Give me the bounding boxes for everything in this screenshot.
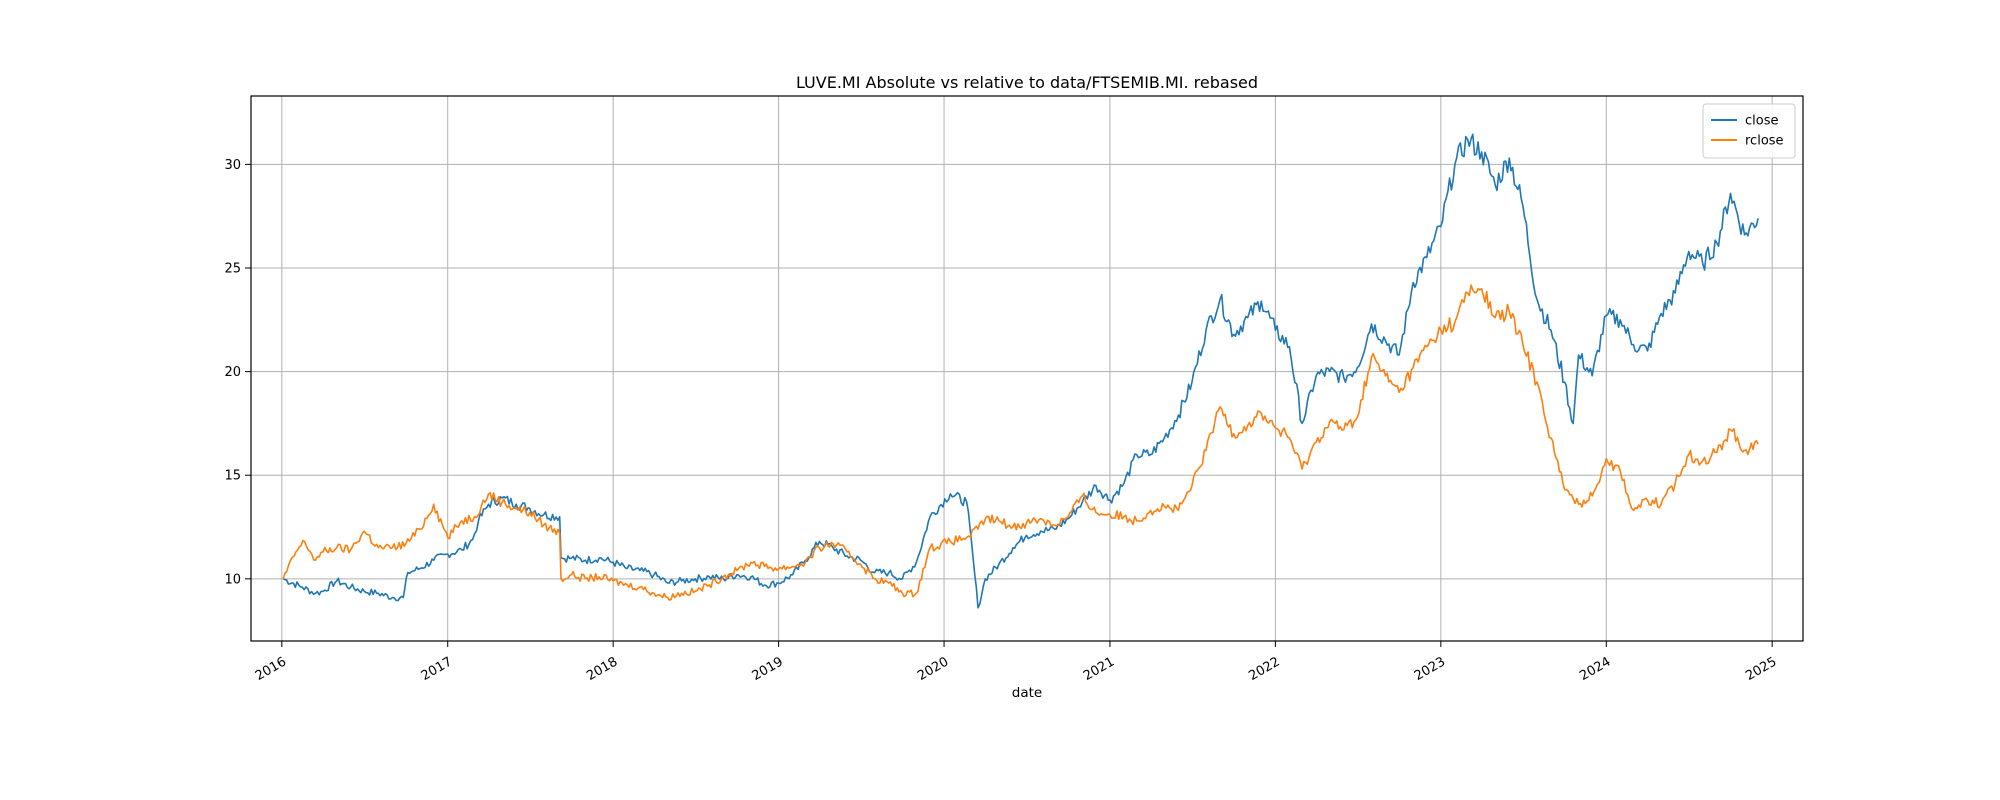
grid	[251, 96, 1803, 641]
y-tick-label: 15	[224, 469, 241, 484]
y-tick-label: 25	[224, 261, 241, 276]
legend: close rclose	[1702, 103, 1796, 159]
legend-box	[1702, 103, 1796, 159]
legend-label-rclose: rclose	[1745, 134, 1784, 149]
y-tick-label: 20	[224, 365, 241, 380]
series-line-rclose	[282, 284, 1759, 601]
y-tick-label: 30	[224, 158, 241, 173]
y-tick-label: 10	[224, 572, 241, 587]
chart-title: LUVE.MI Absolute vs relative to data/FTS…	[796, 73, 1258, 92]
series-line-close	[282, 133, 1759, 609]
plot-area	[282, 133, 1759, 609]
y-axis: 10 15 20 25 30	[224, 158, 251, 587]
plot-frame	[250, 95, 1804, 642]
x-axis-label: date	[1012, 685, 1042, 701]
legend-label-close: close	[1745, 114, 1778, 129]
